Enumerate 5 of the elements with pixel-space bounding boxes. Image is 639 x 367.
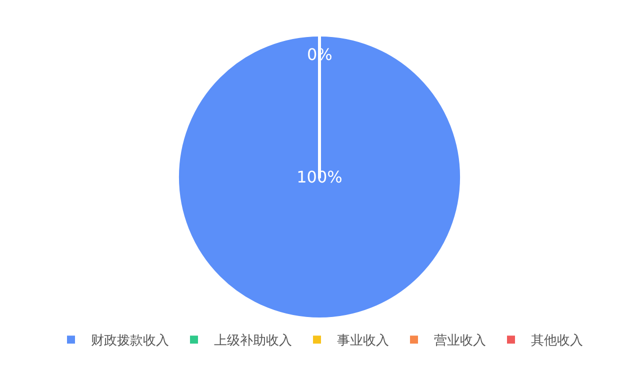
legend-label: 上级补助收入 bbox=[214, 334, 292, 349]
legend-label: 其他收入 bbox=[531, 334, 583, 349]
legend-label: 事业收入 bbox=[337, 334, 389, 349]
legend-label: 营业收入 bbox=[434, 334, 486, 349]
legend-label: 财政拨款收入 bbox=[91, 334, 169, 349]
